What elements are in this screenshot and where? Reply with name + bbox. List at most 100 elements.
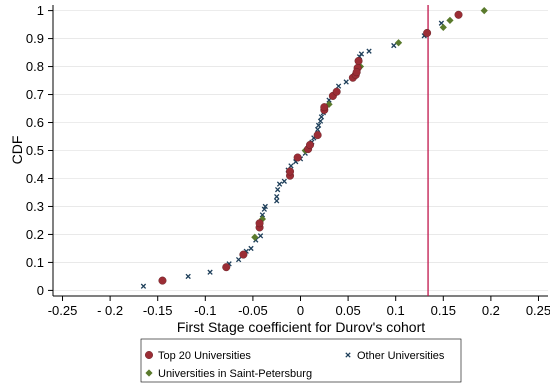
x-tick-label: 0 xyxy=(297,303,304,318)
series-1 xyxy=(140,20,445,289)
data-point xyxy=(140,283,147,289)
data-point xyxy=(235,256,242,263)
x-tick-label: - 0.2 xyxy=(97,303,123,318)
x-tick-label: 0.1 xyxy=(387,303,405,318)
data-point xyxy=(255,219,264,228)
data-point xyxy=(354,56,363,65)
data-point xyxy=(248,245,254,252)
y-tick-label: 0.7 xyxy=(26,87,44,102)
legend-marker xyxy=(145,369,153,377)
x-marker-stroke xyxy=(274,187,281,193)
x-marker-stroke xyxy=(314,126,321,133)
data-point xyxy=(259,212,266,218)
x-marker-stroke xyxy=(288,163,294,169)
x-marker-stroke xyxy=(262,203,268,210)
y-tick-label: 0.3 xyxy=(26,199,44,214)
data-point xyxy=(274,187,281,193)
x-marker-stroke xyxy=(438,20,445,26)
y-tick-label: 0.8 xyxy=(26,59,44,74)
legend: Top 20 Universities Other Universities U… xyxy=(140,338,462,383)
x-tick-label: 0.25 xyxy=(526,303,550,318)
data-point xyxy=(276,181,283,187)
x-marker-stroke xyxy=(335,83,342,89)
x-tick-label: -0.15 xyxy=(143,303,173,318)
data-point xyxy=(454,10,463,19)
x-marker-stroke xyxy=(391,42,397,49)
data-point xyxy=(366,48,372,54)
x-marker-stroke xyxy=(281,178,287,184)
axes: 0 0.1 0.2 0.3 0.4 0.5 0.6 0.7 0.8 0.9 1 -0.25 - 0.2 -… xyxy=(26,3,550,318)
x-marker-stroke xyxy=(366,48,372,54)
data-point xyxy=(239,250,248,259)
x-marker-stroke xyxy=(185,273,191,280)
data-point xyxy=(251,233,259,241)
data-point xyxy=(335,83,342,89)
legend-box xyxy=(140,338,462,383)
data-point xyxy=(394,39,403,47)
data-point xyxy=(423,28,432,37)
data-point xyxy=(274,198,280,204)
data-point xyxy=(318,114,325,120)
x-marker-stroke xyxy=(345,352,351,358)
data-point xyxy=(207,269,213,275)
x-tick-label: -0.05 xyxy=(238,303,268,318)
legend-item-top20: Top 20 Universities xyxy=(144,350,251,362)
data-point xyxy=(314,126,321,133)
x-marker-stroke xyxy=(235,256,242,263)
x-tick-label: 0.2 xyxy=(482,303,500,318)
x-tick-label: 0.05 xyxy=(335,303,360,318)
y-tick-label: 0.5 xyxy=(26,143,44,158)
x-marker-stroke xyxy=(315,122,322,128)
x-marker-stroke xyxy=(253,237,259,243)
y-tick-label: 0.9 xyxy=(26,31,44,46)
data-point xyxy=(317,118,324,124)
x-marker-stroke xyxy=(259,212,266,218)
y-tick-label: 0.1 xyxy=(26,255,44,270)
legend-marker xyxy=(345,352,351,358)
x-marker-stroke xyxy=(276,181,283,187)
legend-label: Other Universities xyxy=(357,350,445,362)
data-point xyxy=(257,233,264,239)
data-point xyxy=(185,273,191,280)
data-point xyxy=(320,103,329,112)
x-tick-label: 0.15 xyxy=(431,303,456,318)
y-axis-title: CDF xyxy=(9,136,25,165)
legend-item-spb: Universities in Saint-Petersburg xyxy=(145,368,312,380)
data-point xyxy=(315,122,322,128)
x-tick-label: -0.1 xyxy=(194,303,216,318)
legend-label: Universities in Saint-Petersburg xyxy=(158,368,312,380)
x-marker-stroke xyxy=(248,245,254,252)
y-tick-label: 1 xyxy=(37,3,44,18)
data-point xyxy=(286,167,295,176)
data-point xyxy=(313,131,322,140)
data-point xyxy=(332,87,341,96)
data-points xyxy=(140,6,488,289)
x-marker-stroke xyxy=(358,51,365,57)
data-point xyxy=(306,140,315,149)
y-tick-label: 0.4 xyxy=(26,171,44,186)
x-marker-stroke xyxy=(207,269,213,275)
x-marker-stroke xyxy=(140,283,147,289)
data-point xyxy=(222,263,231,272)
legend-item-other: Other Universities xyxy=(345,350,445,362)
x-marker-stroke xyxy=(274,194,280,200)
x-axis-title: First Stage coefficient for Durov's coho… xyxy=(177,319,425,335)
data-point xyxy=(262,203,268,210)
legend-label: Top 20 Universities xyxy=(158,350,251,362)
x-marker-stroke xyxy=(274,198,280,204)
data-point xyxy=(446,16,454,24)
data-point xyxy=(358,51,365,57)
x-marker-stroke xyxy=(343,79,349,85)
data-point xyxy=(274,194,280,200)
x-marker-stroke xyxy=(317,118,324,124)
legend-marker xyxy=(144,351,153,360)
data-point xyxy=(439,23,447,31)
y-tick-label: 0.6 xyxy=(26,115,44,130)
data-point xyxy=(391,42,397,49)
y-tick-label: 0.2 xyxy=(26,227,44,242)
series-2 xyxy=(251,6,488,241)
data-point xyxy=(281,178,287,184)
x-tick-label: -0.25 xyxy=(48,303,78,318)
data-point xyxy=(352,68,361,77)
